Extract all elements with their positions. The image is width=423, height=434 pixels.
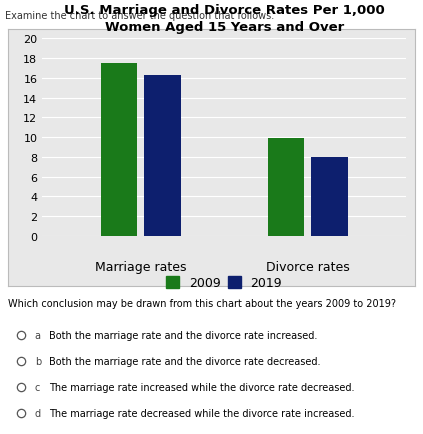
Text: d: d xyxy=(35,408,41,418)
Bar xyxy=(144,76,181,237)
Text: The marriage rate increased while the divorce rate decreased.: The marriage rate increased while the di… xyxy=(49,382,354,392)
Text: Examine the chart to answer the question that follows.: Examine the chart to answer the question… xyxy=(5,10,275,20)
Text: b: b xyxy=(35,356,41,366)
Text: Which conclusion may be drawn from this chart about the years 2009 to 2019?: Which conclusion may be drawn from this … xyxy=(8,299,396,309)
Bar xyxy=(101,64,137,237)
Text: Divorce rates: Divorce rates xyxy=(266,260,350,273)
Title: U.S. Marriage and Divorce Rates Per 1,000
Women Aged 15 Years and Over: U.S. Marriage and Divorce Rates Per 1,00… xyxy=(64,4,385,34)
Text: Both the marriage rate and the divorce rate decreased.: Both the marriage rate and the divorce r… xyxy=(49,356,321,366)
Bar xyxy=(311,158,348,237)
Text: Both the marriage rate and the divorce rate increased.: Both the marriage rate and the divorce r… xyxy=(49,330,317,340)
Text: c: c xyxy=(35,382,40,392)
Text: The marriage rate decreased while the divorce rate increased.: The marriage rate decreased while the di… xyxy=(49,408,354,418)
Bar xyxy=(268,139,304,237)
Text: a: a xyxy=(35,330,41,340)
Legend: 2009, 2019: 2009, 2019 xyxy=(166,276,282,289)
Text: Marriage rates: Marriage rates xyxy=(95,260,186,273)
